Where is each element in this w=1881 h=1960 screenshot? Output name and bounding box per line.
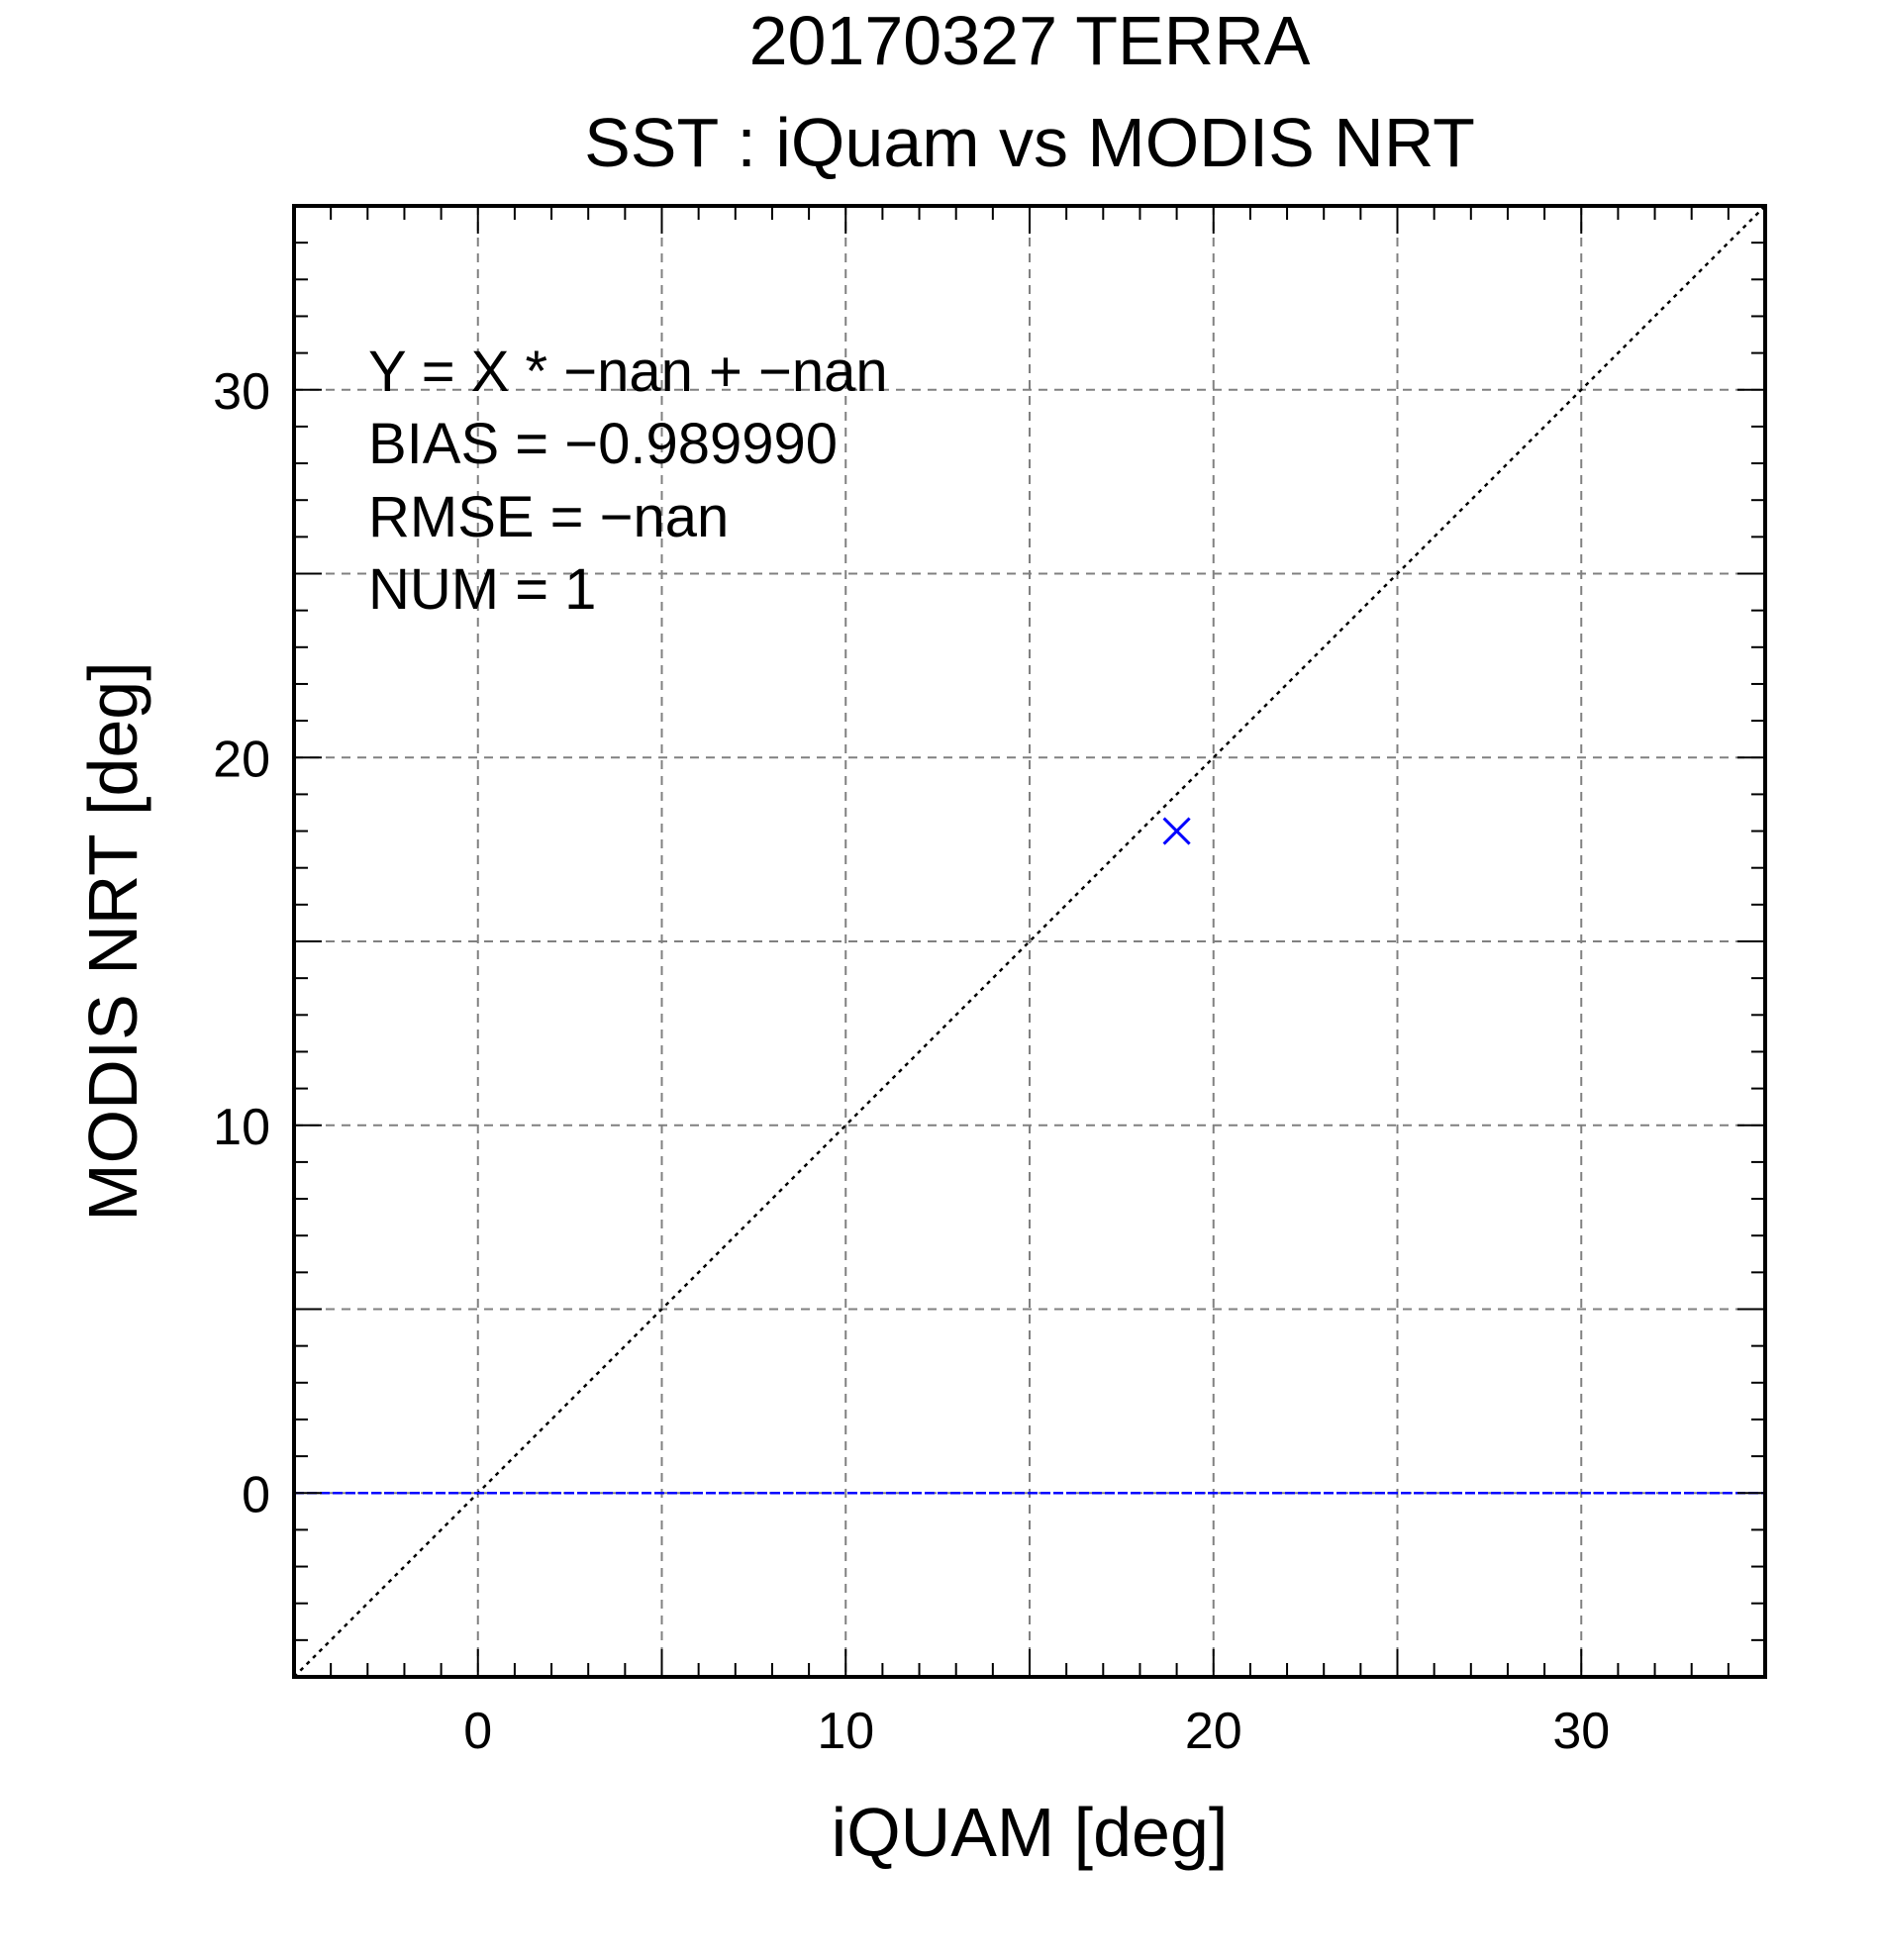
rmse-text: RMSE = −nan xyxy=(368,485,729,549)
y-tick-label: 10 xyxy=(213,1099,270,1156)
x-tick-label: 30 xyxy=(1552,1703,1610,1760)
y-tick-label: 0 xyxy=(242,1466,270,1523)
fit-equation-text: Y = X * −nan + −nan xyxy=(368,340,888,404)
stats-annotation: Y = X * −nan + −nan BIAS = −0.989990 RMS… xyxy=(368,340,888,622)
y-tick-label: 20 xyxy=(213,731,270,788)
data-point-stroke xyxy=(1162,817,1191,845)
reference-lines xyxy=(293,205,1766,1678)
data-point xyxy=(1162,817,1191,845)
tick-labels: 0 10 20 30 0 10 20 30 xyxy=(213,363,1610,1760)
x-axis-label: iQUAM [deg] xyxy=(832,1794,1229,1871)
x-tick-label: 0 xyxy=(463,1703,492,1760)
chart-subtitle: SST : iQuam vs MODIS NRT xyxy=(584,104,1475,181)
grid-lines xyxy=(294,206,1765,1677)
x-tick-label: 10 xyxy=(817,1703,874,1760)
data-points xyxy=(1162,817,1191,845)
chart-title: 20170327 TERRA xyxy=(749,2,1311,79)
y-tick-label: 30 xyxy=(213,363,270,421)
plot-frame xyxy=(292,204,1767,1679)
num-text: NUM = 1 xyxy=(368,557,596,622)
bias-text: BIAS = −0.989990 xyxy=(368,412,838,476)
y-axis-label: MODIS NRT [deg] xyxy=(74,661,151,1221)
x-tick-label: 20 xyxy=(1185,1703,1242,1760)
